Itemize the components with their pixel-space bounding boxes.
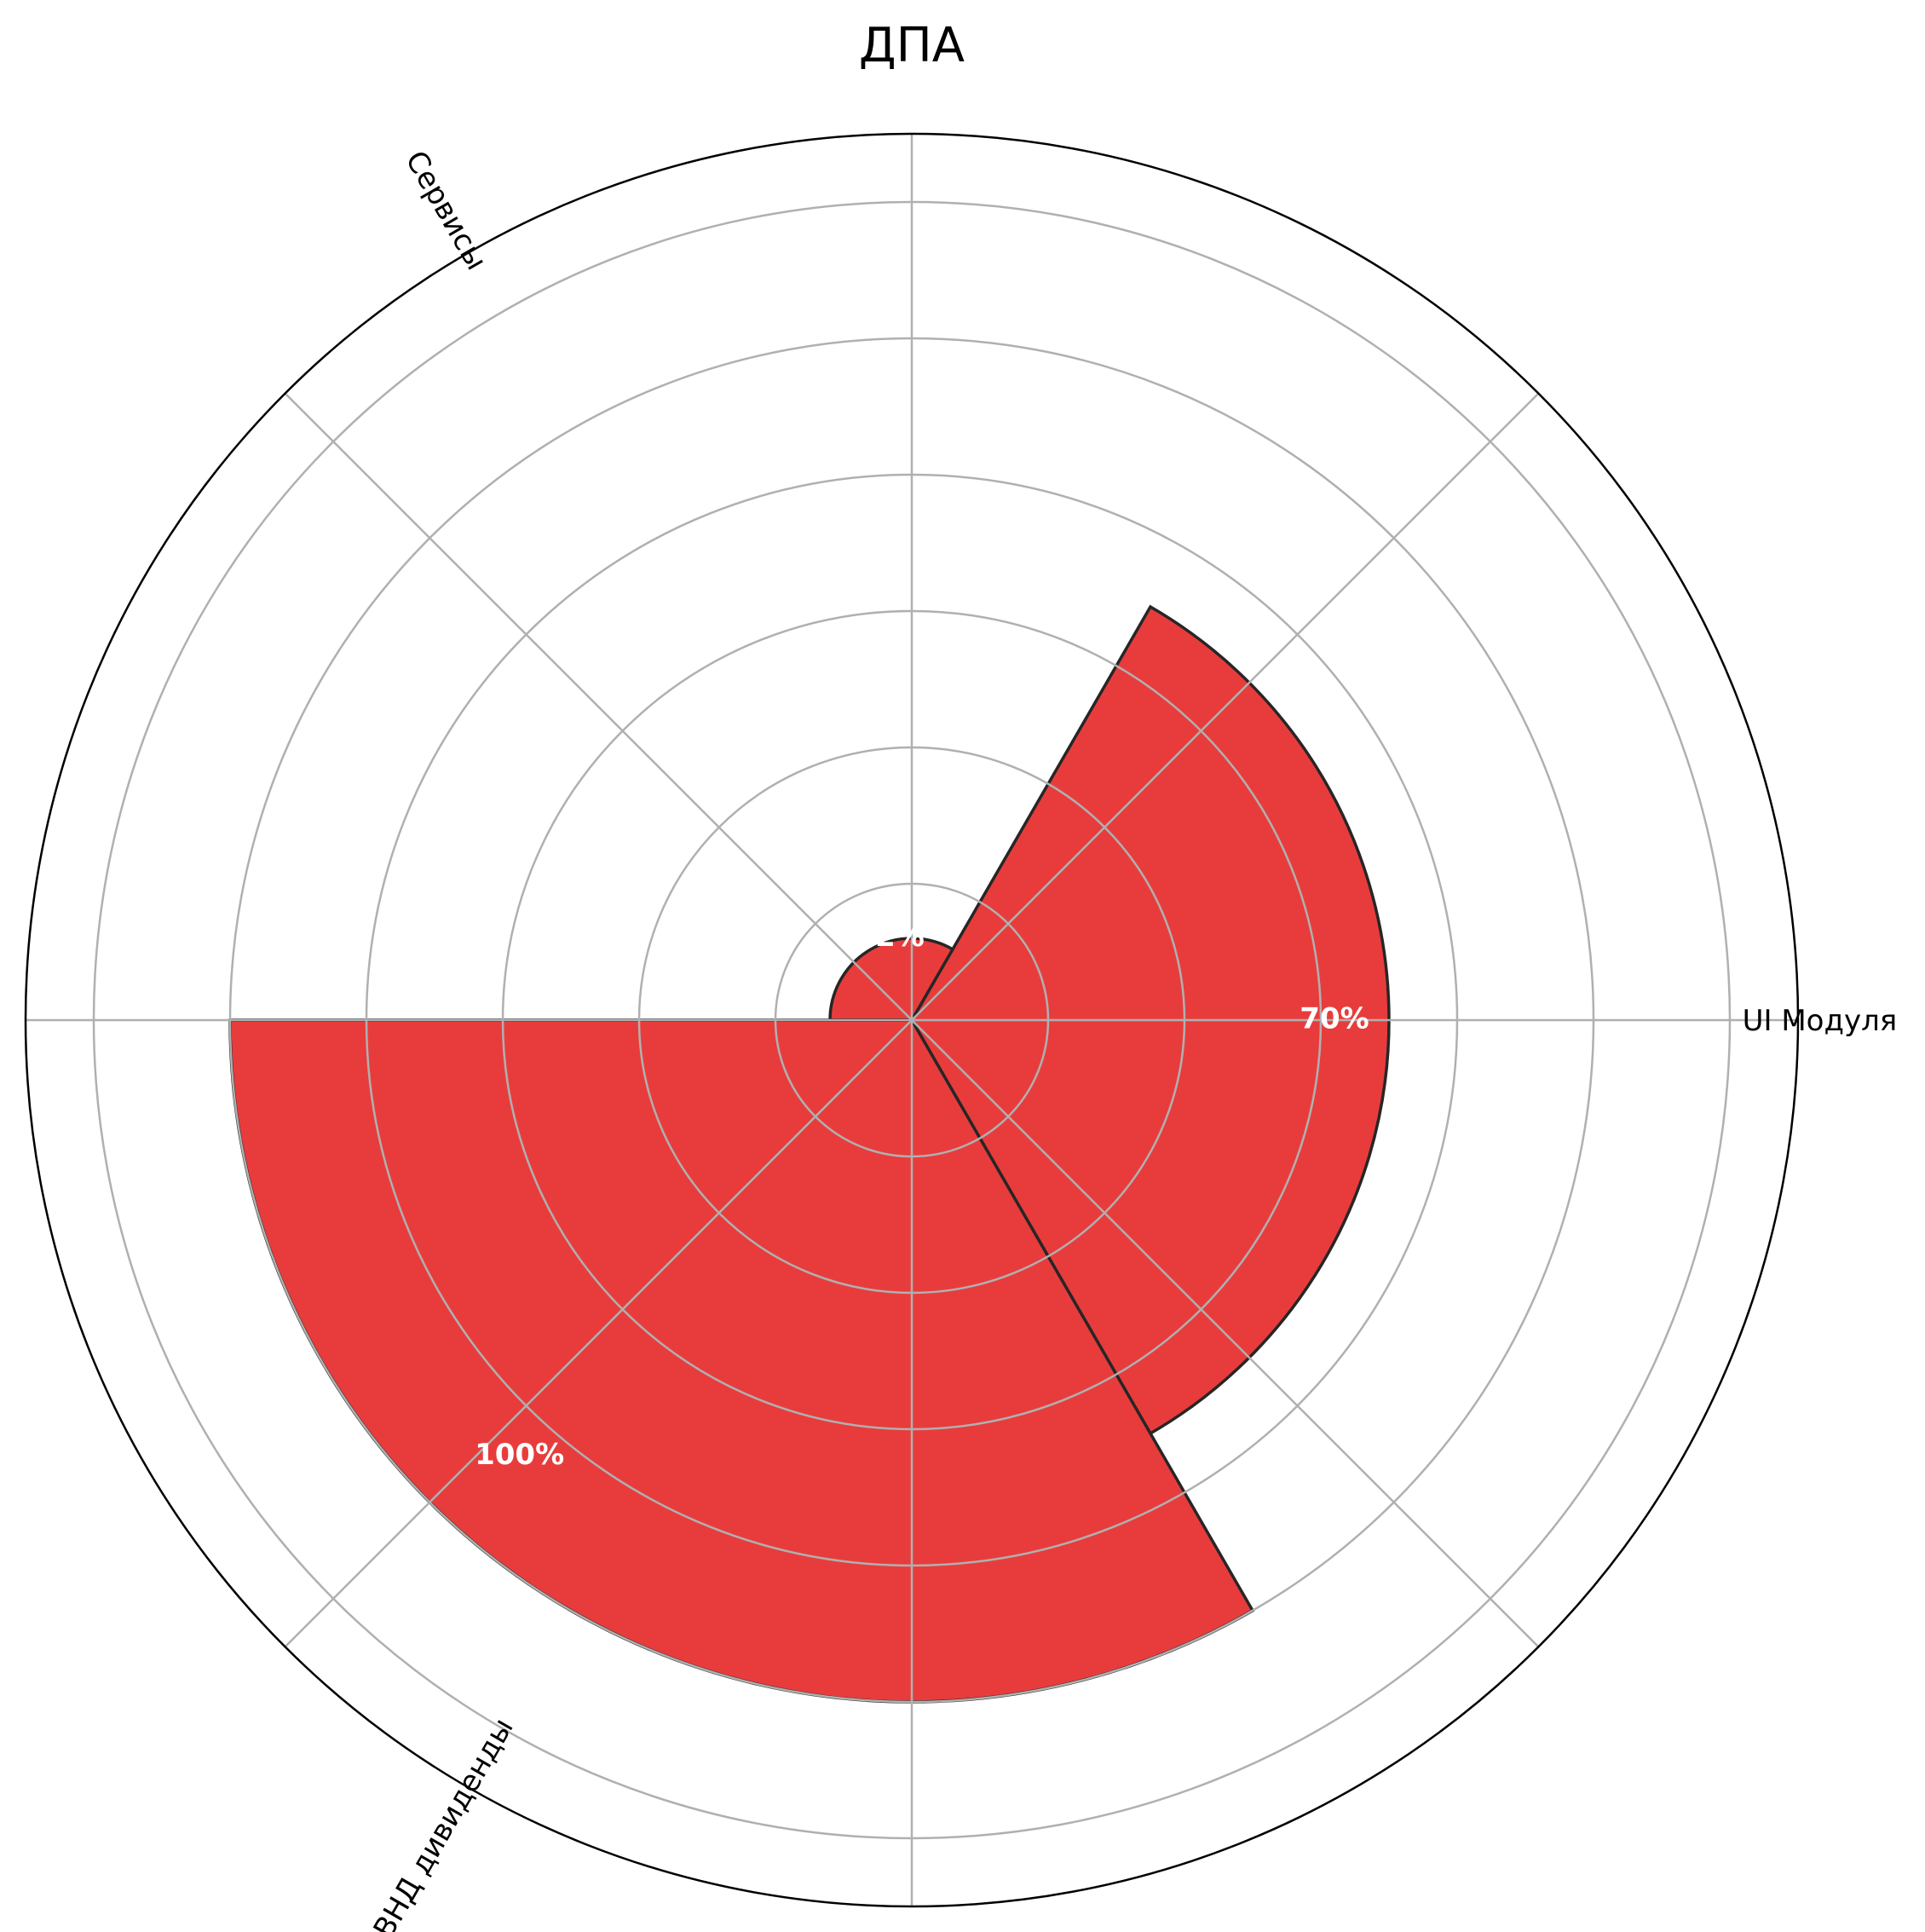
grid-spoke [911, 1019, 1540, 1648]
grid-layer [24, 132, 1800, 1908]
grid-spoke [911, 392, 1540, 1021]
grid-spoke [284, 1019, 913, 1648]
grid-spokes [26, 134, 1798, 1906]
bar-2 [828, 937, 955, 1022]
value-label-3: 100% [475, 1438, 564, 1472]
outer-circle [24, 132, 1800, 1908]
category-label-1: UI Модуля [1743, 1004, 1898, 1038]
value-label-2: 12% [855, 920, 924, 954]
bars-layer [228, 604, 1391, 1704]
value-label-1: 70% [1300, 1002, 1369, 1036]
grid-spoke [284, 392, 913, 1021]
category-label-3: ВНД дивиденды [367, 1712, 521, 1932]
category-label-2: Сервисы [398, 145, 493, 275]
chart-title: ДПА [859, 18, 965, 73]
